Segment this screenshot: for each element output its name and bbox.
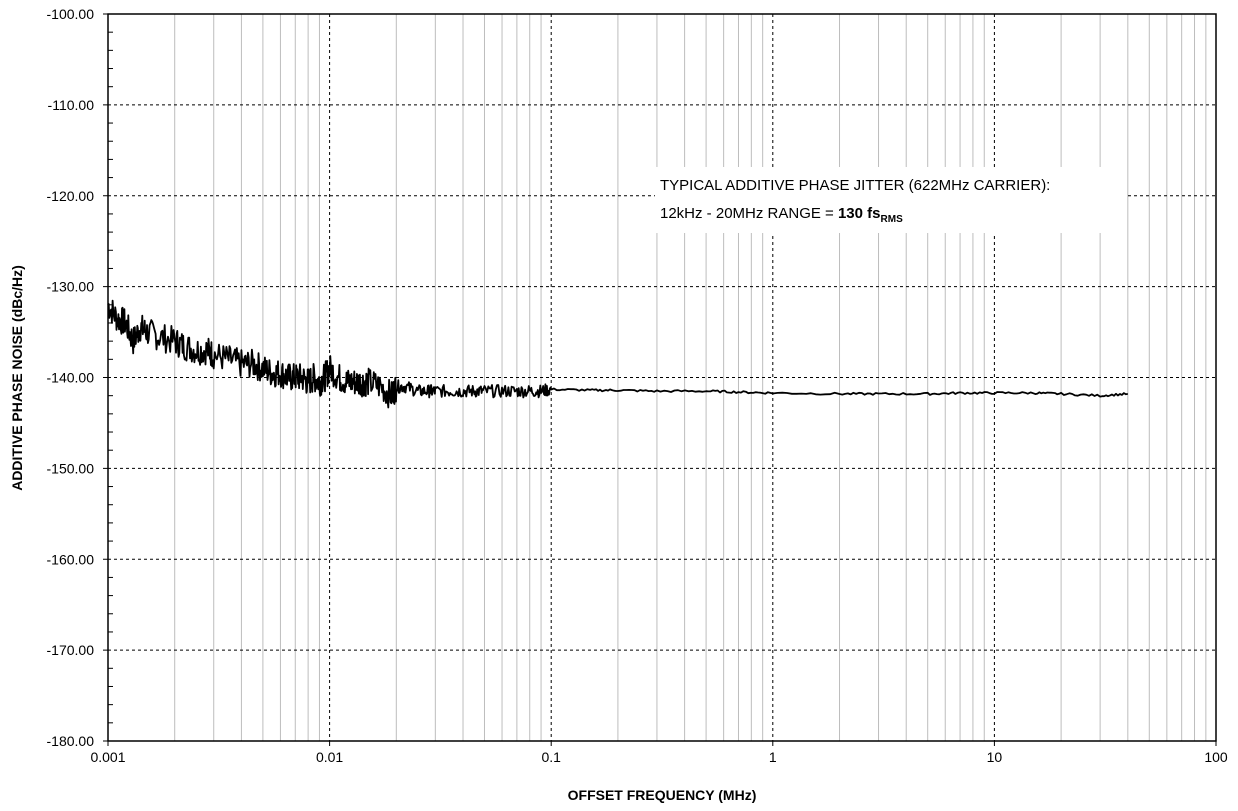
x-tick-label: 0.1 [541, 749, 561, 765]
y-tick-label: -170.00 [47, 642, 95, 658]
x-axis-title: OFFSET FREQUENCY (MHz) [568, 787, 757, 803]
y-tick-label: -130.00 [47, 279, 95, 295]
y-tick-label: -140.00 [47, 370, 95, 386]
x-tick-label: 100 [1204, 749, 1228, 765]
y-tick-label: -180.00 [47, 733, 95, 749]
y-tick-label: -150.00 [47, 460, 95, 476]
annotation-box: TYPICAL ADDITIVE PHASE JITTER (622MHz CA… [655, 167, 1125, 233]
y-tick-label: -100.00 [47, 6, 95, 22]
y-tick-label: -110.00 [48, 97, 95, 113]
major-grid [103, 13, 1217, 746]
x-tick-label: 0.001 [90, 749, 125, 765]
annotation-line-1: TYPICAL ADDITIVE PHASE JITTER (622MHz CA… [660, 177, 1050, 194]
y-minor-ticks [108, 31, 113, 724]
x-tick-label: 0.01 [316, 749, 343, 765]
x-tick-label: 1 [769, 749, 777, 765]
x-tick-labels: 0.001 0.01 0.1 1 10 100 [90, 749, 1227, 765]
x-tick-label: 10 [987, 749, 1003, 765]
annotation-background [655, 167, 1125, 233]
annotation-line-2: 12kHz - 20MHz RANGE = 130 fsRMS [660, 205, 903, 225]
y-tick-labels: -100.00 -110.00 -120.00 -130.00 -140.00 -150.… [47, 6, 95, 749]
annotation-range: 12kHz - 20MHz RANGE = [660, 205, 838, 222]
annotation-jitter-value: 130 fs [838, 205, 881, 222]
plot-border [107, 13, 1217, 742]
y-tick-label: -160.00 [47, 551, 95, 567]
y-tick-label: -120.00 [47, 188, 95, 204]
y-axis-title: ADDITIVE PHASE NOISE (dBc/Hz) [9, 265, 25, 491]
annotation-jitter-unit: RMS [881, 214, 904, 225]
series-line [107, 299, 1128, 409]
